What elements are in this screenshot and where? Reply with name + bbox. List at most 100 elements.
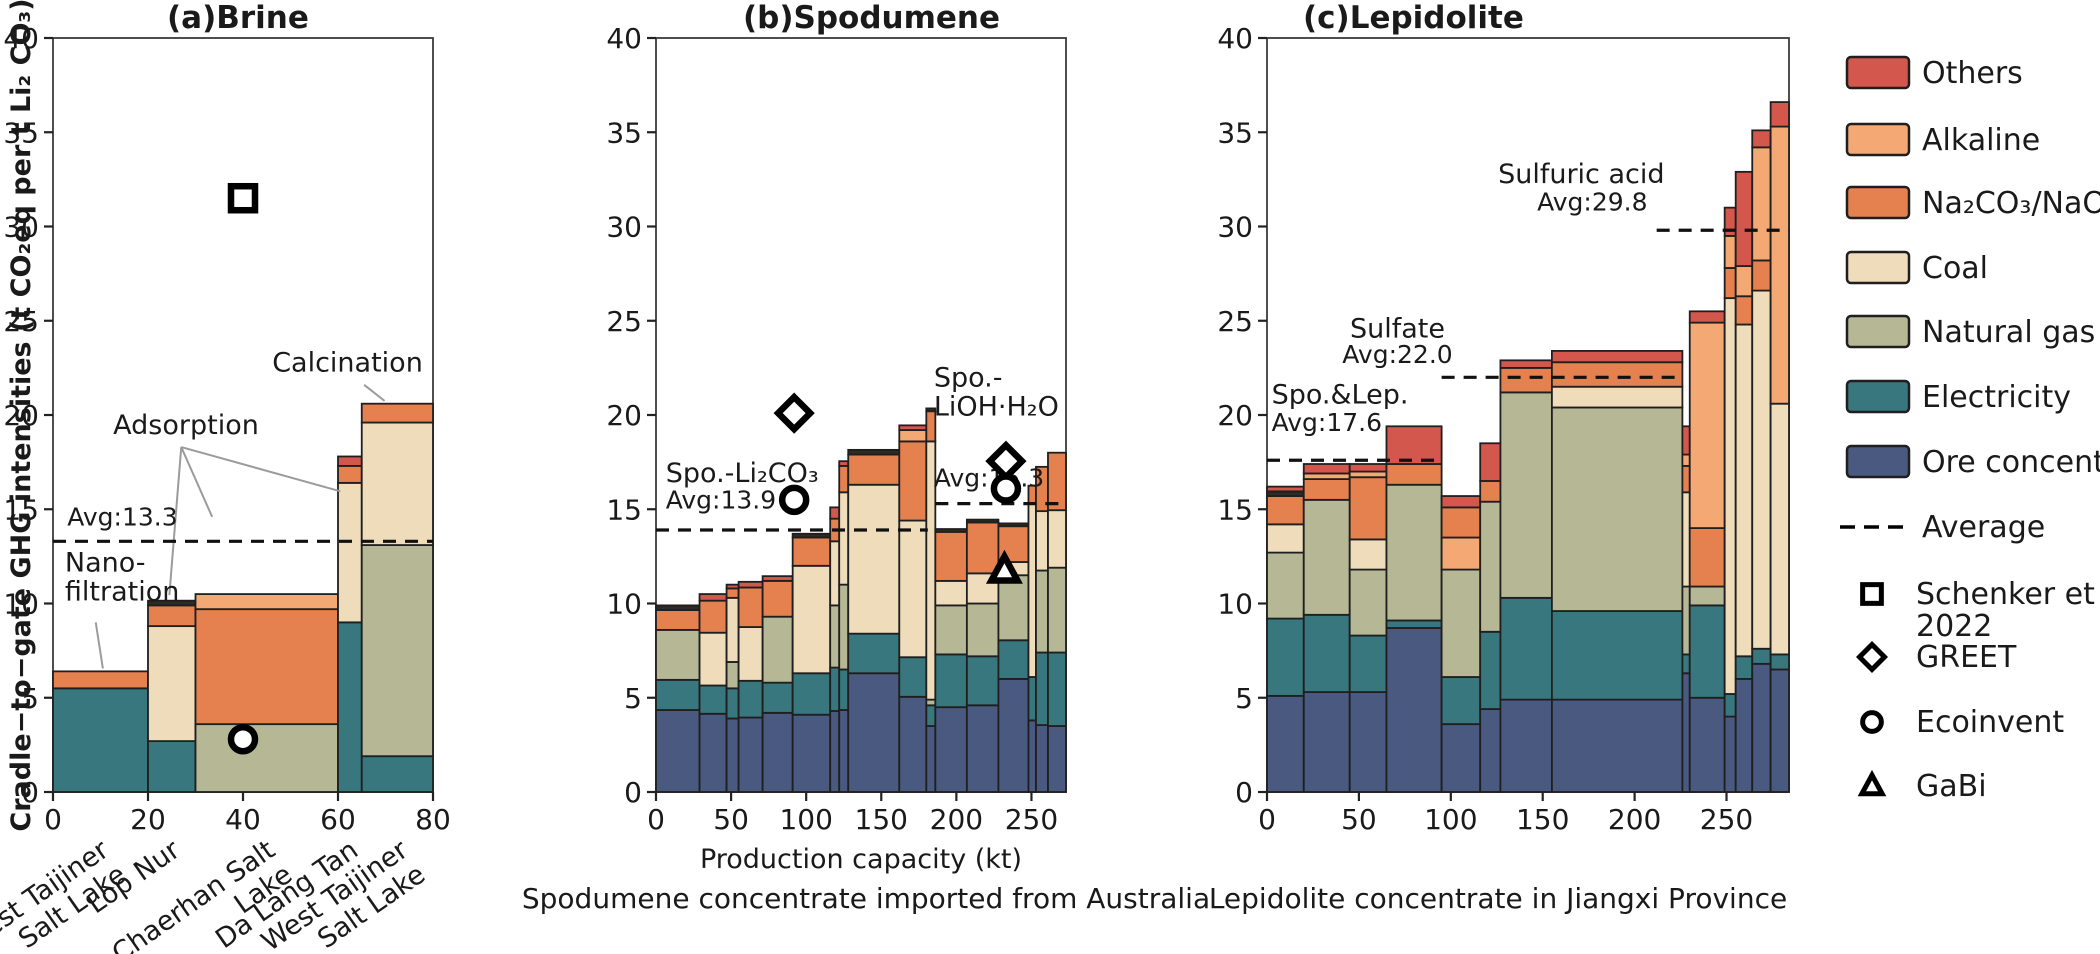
marker-square <box>227 182 259 214</box>
bar-segment-electricity <box>725 687 740 720</box>
legend-label: Others <box>1922 56 2023 91</box>
legend: Others Alkaline Na₂CO₃/NaOH Coal Natural gas… <box>1840 55 2100 804</box>
y-tick-label: 10 <box>606 588 642 621</box>
bar-segment-electricity <box>52 687 149 793</box>
bar-segment-coal <box>337 481 363 624</box>
marker-circle <box>990 473 1022 504</box>
bar-segment-natural_gas <box>1385 483 1443 622</box>
bar-segment-coal <box>698 631 728 687</box>
annotation: Adsorption <box>113 410 259 441</box>
bar-segment-na2co3 <box>1440 506 1482 539</box>
y-tick-label: 10 <box>1217 588 1253 621</box>
bar-segment-others <box>337 455 363 467</box>
bar-segment-natural_gas <box>360 544 434 758</box>
legend-swatch-electricity <box>1845 379 1911 414</box>
bar-segment-others <box>1734 170 1754 267</box>
legend-item-electricity: Electricity <box>1845 379 2071 415</box>
x-tick-label: 0 <box>647 803 665 836</box>
bar-segment-electricity <box>1723 693 1737 718</box>
bar-segment-ore <box>1266 694 1305 793</box>
bar <box>829 506 841 793</box>
bar-segment-electricity <box>1266 617 1305 697</box>
y-tick-label: 30 <box>606 211 642 244</box>
bar-segment-alkaline <box>1769 125 1790 405</box>
bar-segment-others <box>838 460 850 467</box>
bar-segment-others <box>1688 310 1726 324</box>
bar-segment-na2co3 <box>337 464 363 484</box>
bar-segment-ore <box>1499 698 1553 793</box>
legend-item-triangle: GaBi <box>1857 769 1987 804</box>
bar-segment-coal <box>1734 323 1754 658</box>
bar-segment-natural_gas <box>934 604 968 656</box>
circle-marker-icon <box>1860 710 1884 734</box>
legend-item-average: Average <box>1840 510 2045 545</box>
bar-segment-ore <box>934 706 968 793</box>
bar-segment-dark <box>997 522 1030 528</box>
bar-segment-others <box>1385 425 1443 465</box>
bar-segment-others <box>1550 350 1684 364</box>
y-tick-label: 0 <box>21 776 39 809</box>
bar-segment-electricity <box>1769 653 1790 671</box>
bar-segment-ore <box>1385 627 1443 793</box>
x-tick-label: 200 <box>930 803 983 836</box>
bar-segment-others <box>898 424 928 431</box>
annotation-leader-line <box>94 622 104 669</box>
bar-segment-ore <box>655 709 701 793</box>
bar-segment-natural_gas <box>655 628 701 681</box>
x-tick-label: 100 <box>1424 803 1477 836</box>
axes: 0 5 10 15 20 25 30 35 40 0 20 40 60 80 <box>3 22 450 836</box>
bar-segment-ore <box>898 695 928 793</box>
bar-segment-ore <box>1047 725 1067 793</box>
y-tick-label: 15 <box>1217 493 1253 526</box>
bar-segment-coal <box>1751 289 1772 650</box>
bar-segment-na2co3 <box>52 670 149 690</box>
bar-segment-electricity <box>997 639 1030 680</box>
bar-segment-coal <box>1769 402 1790 656</box>
bar-segment-natural_gas <box>1348 568 1388 637</box>
y-tick-label: 35 <box>1217 116 1253 149</box>
bar-lop-nur <box>147 599 197 793</box>
axes: 0 5 10 15 20 25 30 35 40 0 50 100 150 200 250 <box>606 22 1058 836</box>
bar <box>1035 465 1049 793</box>
bar-segment-natural_gas <box>1479 500 1502 633</box>
bar <box>1751 129 1772 793</box>
x-tick-label: 50 <box>713 803 749 836</box>
label: Cradle−to−gate GHG intensities (t CO₂eq … <box>6 0 37 832</box>
bar-segment-na2co3 <box>1047 451 1067 512</box>
x-tick-label: 50 <box>1341 803 1377 836</box>
bar-segment-coal <box>147 625 197 743</box>
annotation: Spo.-Li₂CO₃ <box>666 458 819 489</box>
bar-segment-dark <box>791 532 832 539</box>
bar-segment-alkaline <box>1681 453 1691 467</box>
bar-segment-natural_gas <box>1266 551 1305 620</box>
bar-segment-electricity <box>1499 596 1553 701</box>
circle-marker-icon <box>990 473 1022 504</box>
diamond-marker-icon <box>1855 640 1889 674</box>
bar-segment-electricity <box>698 684 728 715</box>
legend-swatch-alkaline <box>1845 122 1911 157</box>
bar-segment-na2co3 <box>698 599 728 634</box>
bar <box>698 593 728 793</box>
x-tick-label: 150 <box>855 803 908 836</box>
legend-item-coal: Coal <box>1845 250 1988 286</box>
marker-circle <box>227 723 259 755</box>
bar-segment-electricity <box>791 672 832 716</box>
bar-segment-na2co3 <box>898 440 928 522</box>
bar-segment-electricity <box>925 704 937 727</box>
bar <box>1734 170 1754 793</box>
x-tick-label: 20 <box>130 803 166 836</box>
bar-segment-others <box>725 583 740 590</box>
x-tick-label: 60 <box>320 803 356 836</box>
bar-segment-ore <box>725 717 740 793</box>
panel-subtitle: Spodumene concentrate imported from Aust… <box>522 882 1210 915</box>
bar-segment-ore <box>1550 698 1684 793</box>
bar-segment-ore <box>1302 691 1351 793</box>
bar-segment-electricity <box>761 681 794 714</box>
bar-segment-natural_gas <box>1440 568 1482 678</box>
bar-segment-alkaline <box>898 429 928 443</box>
bar <box>791 532 832 793</box>
bar <box>1385 425 1443 793</box>
bar-segment-natural_gas <box>1688 585 1726 607</box>
x-tick-label: 150 <box>1516 803 1569 836</box>
